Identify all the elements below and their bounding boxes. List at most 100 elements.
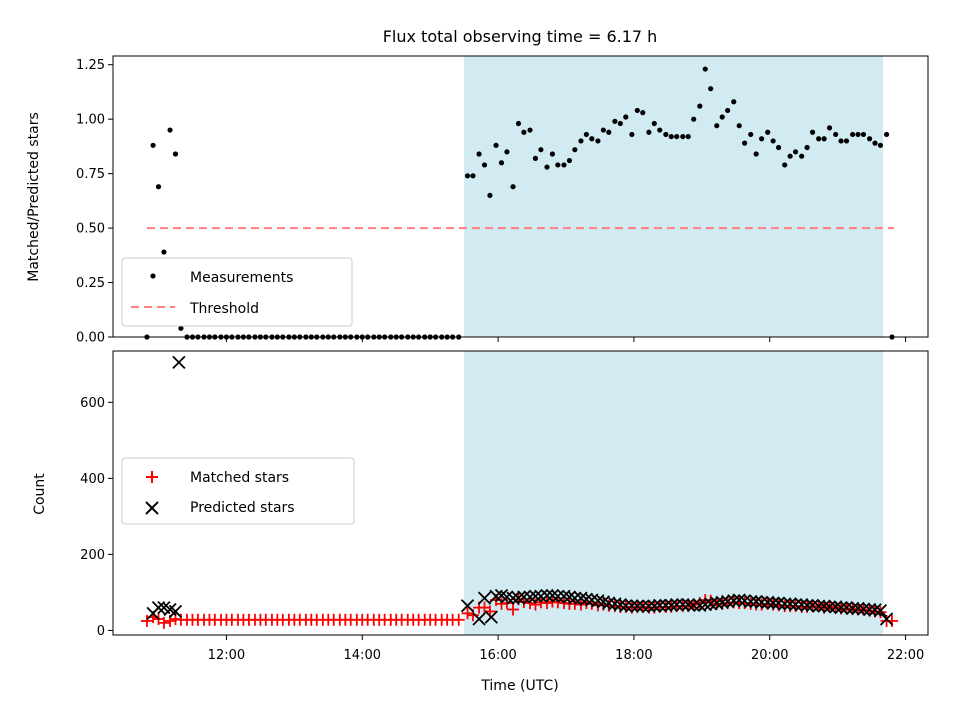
bottom-x-tick-label: 12:00: [208, 648, 245, 663]
predicted-star-marker: [630, 599, 644, 613]
top-legend-box: [121, 257, 353, 327]
measurement-point: [816, 136, 822, 142]
measurement-point: [566, 157, 573, 164]
top-y-tick-label: 0.50: [76, 222, 105, 237]
measurement-point: [674, 133, 680, 140]
bottom-observing-window: [464, 351, 884, 635]
measurement-point: [782, 162, 788, 168]
predicted-star-marker: [868, 603, 882, 617]
predicted-star-marker: [460, 599, 475, 613]
measurement-point: [629, 131, 635, 138]
top-observing-window: [464, 56, 884, 337]
measurement-point: [549, 151, 556, 157]
top-y-tick-label: 0.00: [76, 331, 105, 346]
measurement-point: [606, 129, 612, 135]
measurement-point: [838, 138, 844, 144]
measurement-point: [646, 129, 652, 135]
predicted-star-marker: [484, 610, 498, 624]
predicted-star-marker: [828, 600, 843, 614]
predicted-star-marker: [664, 598, 678, 612]
bottom-y-axis-label: Count: [32, 473, 48, 515]
measurement-point: [623, 114, 629, 120]
predicted-star-marker: [822, 600, 837, 614]
measurement-point: [544, 164, 550, 170]
bottom-axes-frame: [112, 350, 929, 636]
measurement-point: [510, 184, 516, 190]
measurement-point: [826, 125, 833, 131]
predicted-star-marker: [596, 595, 610, 609]
bottom-x-tick-label: 20:00: [751, 648, 788, 663]
legend-threshold-label: Threshold: [189, 301, 259, 317]
predicted-star-marker: [528, 589, 543, 603]
bottom-panel: 0 200 400 600 12:00 14:00 16:00 18:00 20:00 22:0…: [32, 350, 929, 694]
measurement-point: [634, 107, 640, 114]
measurement-point: [515, 120, 522, 127]
measurement-point: [555, 162, 561, 168]
bottom-y-axis: 0 200 400 600: [80, 396, 113, 639]
predicted-star-marker: [168, 604, 183, 619]
measurement-point: [748, 131, 754, 138]
predicted-star-marker: [754, 595, 769, 609]
measurement-point: [600, 127, 606, 133]
matched-star-marker: [507, 603, 520, 616]
measurement-point: [561, 162, 567, 168]
measurement-point: [150, 142, 156, 148]
predicted-star-marker: [834, 600, 848, 615]
measurement-point: [860, 131, 867, 138]
predicted-star-marker: [579, 592, 594, 606]
predicted-star-marker: [800, 598, 814, 612]
measurement-point: [617, 120, 623, 127]
predicted-star-marker: [761, 595, 775, 609]
measurement-point: [583, 131, 589, 138]
predicted-star-marker: [489, 589, 503, 603]
measurement-point: [481, 162, 488, 168]
measurement-point: [172, 151, 179, 157]
predicted-star-marker: [687, 598, 701, 612]
predicted-star-marker: [732, 593, 746, 607]
predicted-star-marker: [676, 597, 690, 612]
measurement-point: [792, 149, 799, 155]
measurement-point: [663, 131, 669, 138]
top-y-axis: 0.00 0.25 0.50 0.75 1.00 1.25: [76, 58, 113, 346]
top-y-tick-label: 1.25: [76, 58, 105, 73]
predicted-star-marker: [817, 599, 831, 613]
predicted-star-marker: [851, 601, 865, 616]
predicted-star-marker: [642, 599, 656, 613]
measurement-point: [702, 66, 708, 72]
measurement-point: [719, 114, 725, 120]
predicted-star-marker: [523, 590, 537, 604]
predicted-star-marker: [766, 596, 780, 610]
predicted-star-marker: [619, 599, 633, 613]
legend-measurements-marker: [150, 273, 156, 279]
measurement-point: [657, 127, 663, 133]
predicted-star-markers: [146, 355, 894, 626]
measurement-point: [464, 173, 471, 179]
measurement-point: [731, 99, 737, 105]
top-y-axis-label: Matched/Predicted stars: [26, 112, 42, 282]
measurement-point: [167, 127, 173, 133]
measurement-point: [725, 107, 731, 114]
measurement-point: [640, 110, 646, 116]
measurement-point: [833, 131, 839, 138]
measurement-point: [470, 173, 476, 179]
bottom-x-tick-label: 18:00: [615, 648, 652, 663]
predicted-star-marker: [873, 604, 888, 618]
bottom-legend: Matched stars Predicted stars: [121, 457, 355, 525]
predicted-star-marker: [653, 598, 667, 612]
measurement-point: [821, 136, 827, 142]
measurement-point: [691, 116, 697, 122]
measurement-point: [809, 129, 816, 135]
top-panel: 0.00 0.25 0.50 0.75 1.00 1.25 Matched/Predict…: [26, 55, 929, 346]
matched-star-marker: [540, 597, 553, 610]
predicted-star-marker: [681, 597, 695, 612]
top-y-tick-label: 0.75: [76, 167, 105, 182]
measurement-point: [532, 155, 539, 161]
predicted-star-marker: [715, 595, 729, 609]
measurement-point: [527, 127, 533, 133]
predicted-star-marker: [517, 590, 531, 604]
predicted-star-marker: [551, 589, 565, 603]
predicted-star-marker: [845, 601, 860, 616]
predicted-star-marker: [879, 612, 894, 626]
measurement-point: [493, 142, 499, 148]
predicted-star-marker: [710, 596, 724, 610]
